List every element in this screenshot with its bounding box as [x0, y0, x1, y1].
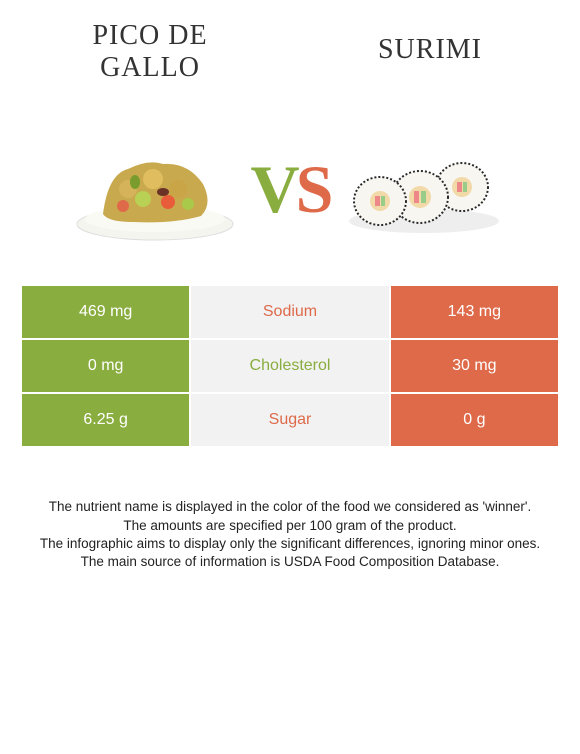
food-image-right	[339, 124, 509, 254]
cell-label: Cholesterol	[190, 339, 389, 393]
cell-label: Sodium	[190, 285, 389, 339]
surimi-icon	[342, 139, 507, 239]
cell-left: 6.25 g	[21, 393, 190, 447]
title-left: Pico de gallo	[10, 20, 290, 84]
pico-de-gallo-icon	[73, 134, 238, 244]
nutrient-table: 469 mg Sodium 143 mg 0 mg Cholesterol 30…	[20, 284, 560, 448]
desc-line: The nutrient name is displayed in the co…	[30, 498, 550, 516]
vs-v: V	[251, 150, 296, 229]
title-right: Surimi	[290, 20, 570, 84]
food-image-left	[71, 124, 241, 254]
desc-line: The main source of information is USDA F…	[30, 553, 550, 571]
vs-s: S	[296, 150, 330, 229]
images-row: VS	[0, 94, 580, 274]
desc-line: The infographic aims to display only the…	[30, 535, 550, 553]
cell-right: 143 mg	[390, 285, 559, 339]
cell-right: 30 mg	[390, 339, 559, 393]
cell-left: 469 mg	[21, 285, 190, 339]
title-left-line1: Pico de	[92, 20, 207, 51]
cell-right: 0 g	[390, 393, 559, 447]
header: Pico de gallo Surimi	[0, 0, 580, 94]
table-row: 469 mg Sodium 143 mg	[21, 285, 559, 339]
table-row: 0 mg Cholesterol 30 mg	[21, 339, 559, 393]
title-right-text: Surimi	[378, 34, 482, 65]
vs-label: VS	[251, 150, 330, 229]
cell-label: Sugar	[190, 393, 389, 447]
cell-left: 0 mg	[21, 339, 190, 393]
desc-line: The amounts are specified per 100 gram o…	[30, 517, 550, 535]
title-left-line2: gallo	[100, 52, 200, 83]
description: The nutrient name is displayed in the co…	[30, 498, 550, 571]
table-row: 6.25 g Sugar 0 g	[21, 393, 559, 447]
